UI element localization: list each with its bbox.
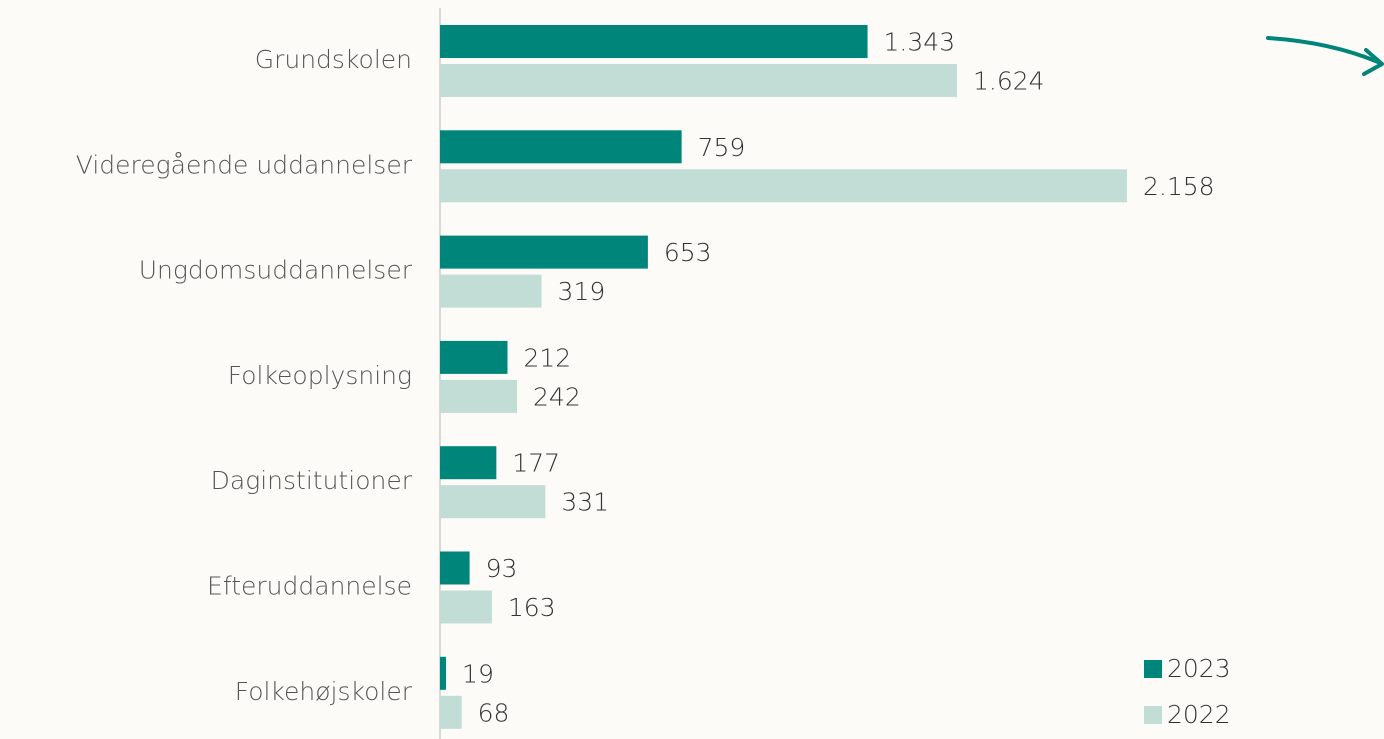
bar [440,656,447,690]
value-label: 93 [486,554,518,583]
value-label: 653 [664,238,712,267]
bar [440,64,958,97]
bar [440,551,470,585]
category-label: Videregående uddannelser [76,150,413,179]
value-label: 1.343 [884,28,956,57]
value-label: 1.624 [973,67,1045,96]
category-label: Grundskolen [255,45,412,74]
bar [440,485,546,519]
category-label: Folkeoplysning [228,361,412,390]
value-label: 163 [508,593,556,622]
value-label: 759 [698,133,746,162]
legend-label: 2022 [1167,700,1231,729]
value-label: 212 [523,343,571,372]
value-label: 19 [462,659,494,688]
bar [440,446,497,480]
bar [440,379,518,413]
category-label: Daginstitutioner [211,466,413,495]
value-label: 242 [533,382,581,411]
value-label: 68 [478,698,510,727]
value-label: 2.158 [1143,172,1215,201]
legend-swatch [1144,660,1162,678]
arrow [1266,36,1380,64]
value-label: 331 [561,488,609,517]
legend-swatch [1144,706,1162,724]
bar [440,274,542,308]
legend-label: 2023 [1167,654,1231,683]
bar [440,235,648,269]
bar [440,25,868,58]
value-label: 319 [558,277,606,306]
bar [440,695,462,729]
category-label: Folkehøjskoler [235,677,413,706]
category-label: Ungdomsuddannelser [139,256,413,285]
bar [440,130,682,164]
arrow-head [1362,48,1384,76]
bar [440,340,508,374]
category-label: Efteruddannelse [207,572,412,601]
bar [440,169,1127,203]
value-label: 177 [512,449,560,478]
bar [440,590,492,624]
